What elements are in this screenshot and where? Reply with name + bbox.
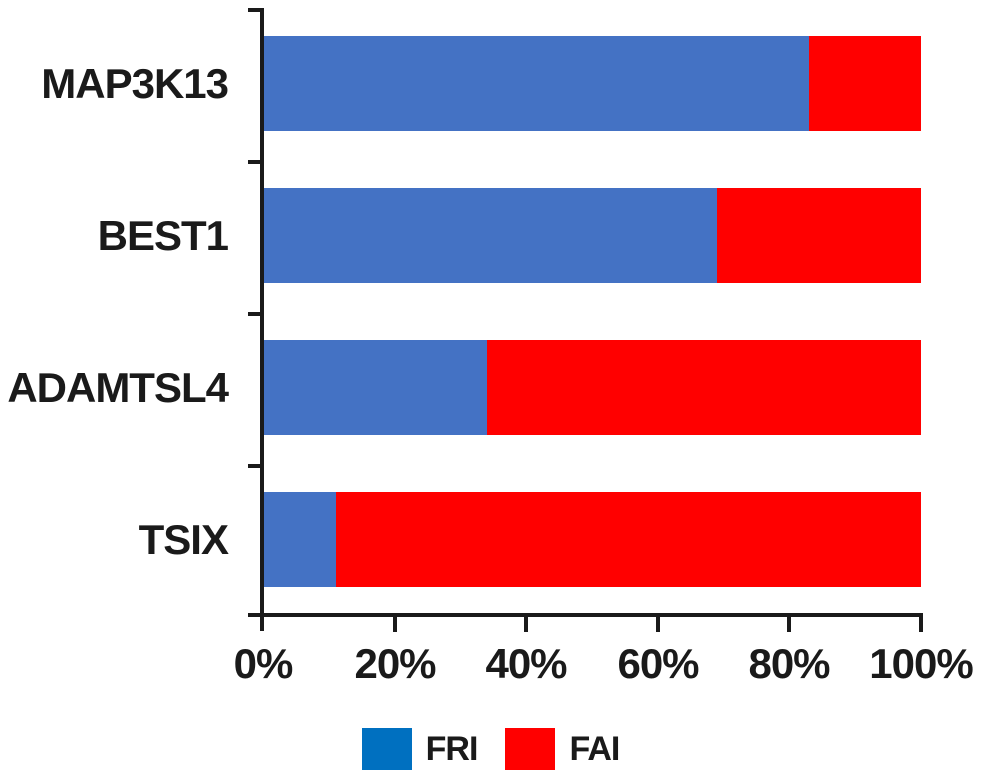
bar-row (264, 36, 921, 131)
legend-label-fai: FAI (569, 730, 620, 768)
y-axis-tick (248, 160, 264, 164)
x-tick-label: 60% (617, 640, 699, 687)
category-label: BEST1 (97, 212, 229, 259)
legend-label-fri: FRI (425, 730, 479, 768)
x-axis-tick (393, 613, 397, 632)
legend-swatch-fri (361, 728, 412, 770)
x-tick-label: 40% (485, 640, 567, 687)
legend-entry-fri: FRI (361, 728, 479, 770)
y-axis-tick (248, 8, 264, 12)
x-axis-tick (524, 613, 528, 632)
bar-segment-fri (264, 340, 488, 435)
bar-segment-fai (336, 492, 921, 587)
bar-segment-fai (487, 340, 921, 435)
bar-segment-fai (809, 36, 921, 131)
category-label: ADAMTSL4 (7, 364, 229, 411)
bar-segment-fri (264, 36, 810, 131)
x-axis-tick (919, 613, 923, 632)
y-axis-tick (248, 312, 264, 316)
x-axis-line (248, 613, 923, 617)
x-tick-label: 20% (354, 640, 436, 687)
y-axis-tick (248, 464, 264, 468)
x-tick-label: 100% (869, 640, 973, 687)
x-tick-label: 80% (748, 640, 830, 687)
bar-row (264, 340, 921, 435)
x-tick-label: 0% (233, 640, 294, 687)
legend: FRI FAI (0, 722, 981, 776)
category-label: TSIX (138, 516, 229, 563)
bar-segment-fai (717, 188, 921, 283)
bar-row (264, 492, 921, 587)
y-axis-line (260, 8, 264, 631)
x-axis-tick (787, 613, 791, 632)
x-axis-tick (656, 613, 660, 632)
bar-segment-fri (264, 492, 337, 587)
legend-entry-fai: FAI (505, 728, 620, 770)
legend-swatch-fai (505, 728, 556, 770)
category-label: MAP3K13 (41, 60, 229, 107)
bar-segment-fri (264, 188, 718, 283)
bar-row (264, 188, 921, 283)
